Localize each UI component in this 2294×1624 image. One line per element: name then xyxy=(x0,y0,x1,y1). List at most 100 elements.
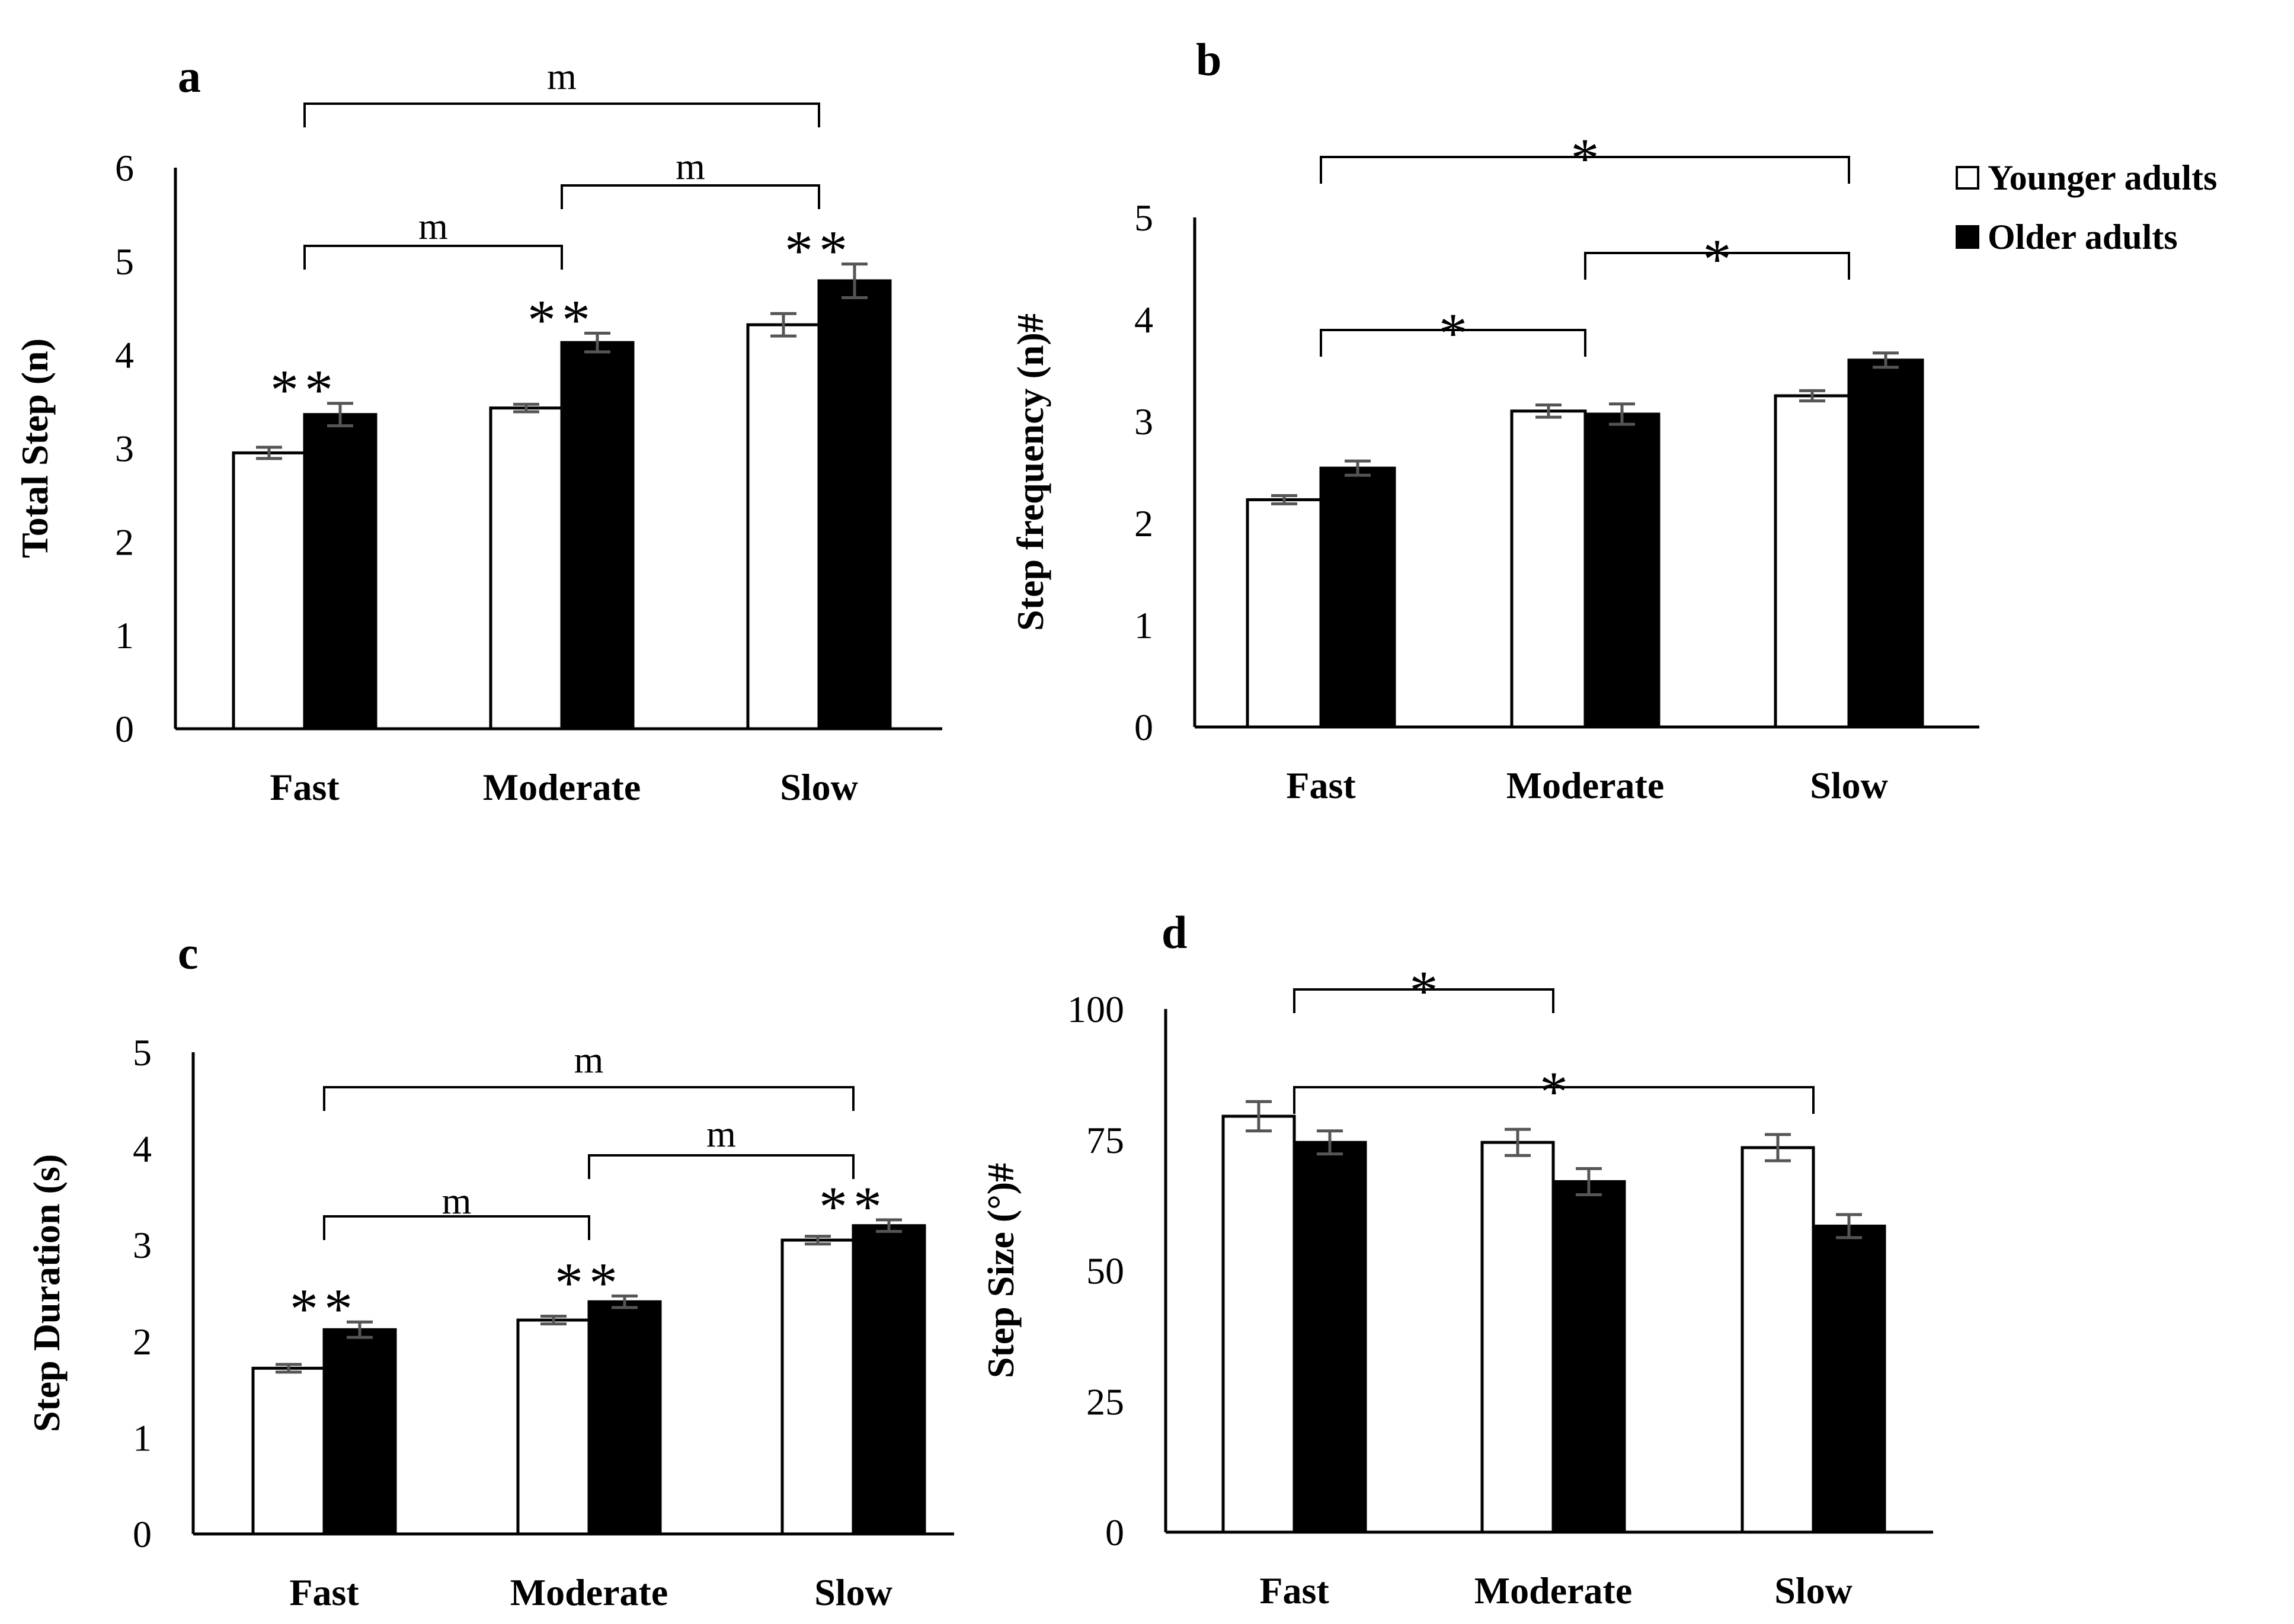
comparison-label: m xyxy=(442,1180,472,1222)
bar-younger xyxy=(1246,498,1323,729)
significance-mark: ** xyxy=(785,219,853,283)
x-tick-label: Slow xyxy=(1774,1569,1853,1612)
y-tick-label: 4 xyxy=(133,1128,152,1170)
x-tick-label: Moderate xyxy=(1506,764,1665,806)
comparison-label: m xyxy=(574,1039,604,1081)
comparison-label: m xyxy=(706,1113,736,1155)
chart-panel-d: d Step Size (°)# 0 25 50 75 100 Fast Moderate Slo… xyxy=(980,907,1933,1612)
y-tick-label: 3 xyxy=(115,428,134,470)
significance-mark: ** xyxy=(290,1277,359,1340)
comparison-bracket xyxy=(561,184,820,209)
comparison-label: * xyxy=(1439,302,1467,365)
y-tick-label: 100 xyxy=(1067,988,1124,1030)
legend-label-younger: Younger adults xyxy=(1988,158,2218,197)
chart-panel-a: a Total Step (n) 0 1 2 3 4 5 6 Fast ** Moderate ** Sl… xyxy=(14,50,942,808)
chart-panel-b: b Step frequency (n)# 0 1 2 3 4 5 Fast Moderate Sl… xyxy=(1009,34,1979,806)
legend-item-younger: Younger adults xyxy=(1956,148,2217,207)
bar-younger xyxy=(1480,1141,1555,1534)
comparison-label: m xyxy=(676,145,705,187)
x-tick-label: Fast xyxy=(1286,764,1356,806)
y-axis-title: Step frequency (n)# xyxy=(1009,313,1051,631)
y-axis-title: Step Duration (s) xyxy=(25,1154,68,1432)
y-axis-title: Step Size (°)# xyxy=(980,1163,1022,1378)
bar-younger xyxy=(232,451,306,731)
bar-older xyxy=(817,279,892,731)
bar-older xyxy=(303,413,377,731)
y-tick-label: 3 xyxy=(1134,401,1153,443)
panel-label-c: c xyxy=(178,927,199,979)
panel-label-a: a xyxy=(178,50,201,102)
comparison-bracket xyxy=(323,1215,590,1240)
legend-item-older: Older adults xyxy=(1956,207,2217,267)
bar-younger xyxy=(1774,394,1851,729)
x-tick-label: Moderate xyxy=(483,766,641,808)
chart-panel-c: c Step Duration (s) 0 1 2 3 4 5 Fast ** Moderate **… xyxy=(25,927,954,1613)
y-tick-label: 0 xyxy=(133,1513,152,1555)
bar-younger xyxy=(746,323,821,731)
bar-older xyxy=(852,1224,926,1536)
y-tick-label: 5 xyxy=(115,241,134,283)
y-tick-label: 50 xyxy=(1086,1250,1124,1292)
panel-label-b: b xyxy=(1196,34,1221,85)
significance-mark: ** xyxy=(527,288,596,351)
y-tick-label: 1 xyxy=(1134,604,1153,646)
comparison-bracket xyxy=(1320,156,1850,184)
comparison-label: m xyxy=(547,55,577,97)
panel-label-d: d xyxy=(1162,907,1187,958)
comparison-bracket xyxy=(1293,1086,1815,1114)
bar-younger xyxy=(1510,409,1587,729)
y-tick-label: 3 xyxy=(133,1224,152,1266)
bar-younger xyxy=(251,1366,326,1536)
bar-older xyxy=(1583,412,1660,729)
comparison-bracket xyxy=(303,245,563,270)
y-tick-label: 2 xyxy=(133,1321,152,1363)
y-tick-label: 1 xyxy=(115,614,134,656)
y-tick-label: 5 xyxy=(133,1032,152,1074)
y-tick-label: 75 xyxy=(1086,1119,1124,1161)
x-tick-label: Moderate xyxy=(510,1571,668,1613)
legend-swatch-older xyxy=(1956,225,1979,249)
y-tick-label: 1 xyxy=(133,1417,152,1459)
bar-older xyxy=(1551,1180,1626,1534)
y-tick-label: 0 xyxy=(1105,1511,1124,1553)
significance-mark: ** xyxy=(819,1175,888,1238)
comparison-bracket xyxy=(1584,252,1850,280)
comparison-bracket xyxy=(323,1086,855,1111)
legend-swatch-younger xyxy=(1956,166,1979,190)
x-tick-label: Fast xyxy=(270,766,340,808)
comparison-bracket xyxy=(1320,329,1586,357)
x-tick-label: Slow xyxy=(780,766,858,808)
y-tick-label: 2 xyxy=(1134,502,1153,544)
y-axis-title: Total Step (n) xyxy=(14,338,56,558)
y-tick-label: 5 xyxy=(1134,197,1153,239)
bar-older xyxy=(560,341,635,731)
x-tick-label: Moderate xyxy=(1474,1569,1633,1612)
comparison-label: m xyxy=(418,205,448,247)
x-tick-label: Fast xyxy=(1259,1569,1329,1612)
comparison-label: * xyxy=(1410,959,1438,1023)
y-tick-label: 6 xyxy=(115,147,134,189)
y-tick-label: 0 xyxy=(115,708,134,750)
bar-older xyxy=(1847,358,1924,729)
bar-younger xyxy=(1741,1146,1815,1534)
comparison-bracket xyxy=(1293,988,1554,1013)
bar-older xyxy=(1812,1224,1886,1534)
x-tick-label: Slow xyxy=(814,1571,892,1613)
bar-younger xyxy=(1221,1114,1296,1534)
bar-younger xyxy=(516,1318,591,1536)
y-tick-label: 4 xyxy=(115,334,134,376)
comparison-label: * xyxy=(1571,127,1599,190)
x-tick-label: Fast xyxy=(289,1571,359,1613)
comparison-label: * xyxy=(1703,228,1732,291)
y-tick-label: 4 xyxy=(1134,299,1153,341)
y-tick-label: 2 xyxy=(115,521,134,563)
legend: Younger adults Older adults xyxy=(1956,148,2217,267)
significance-mark: ** xyxy=(270,358,339,422)
comparison-label: * xyxy=(1540,1060,1568,1123)
bar-older xyxy=(587,1300,662,1536)
y-tick-label: 0 xyxy=(1134,706,1153,748)
comparison-bracket xyxy=(303,102,820,127)
bar-younger xyxy=(780,1238,855,1536)
bar-older xyxy=(1292,1141,1367,1534)
